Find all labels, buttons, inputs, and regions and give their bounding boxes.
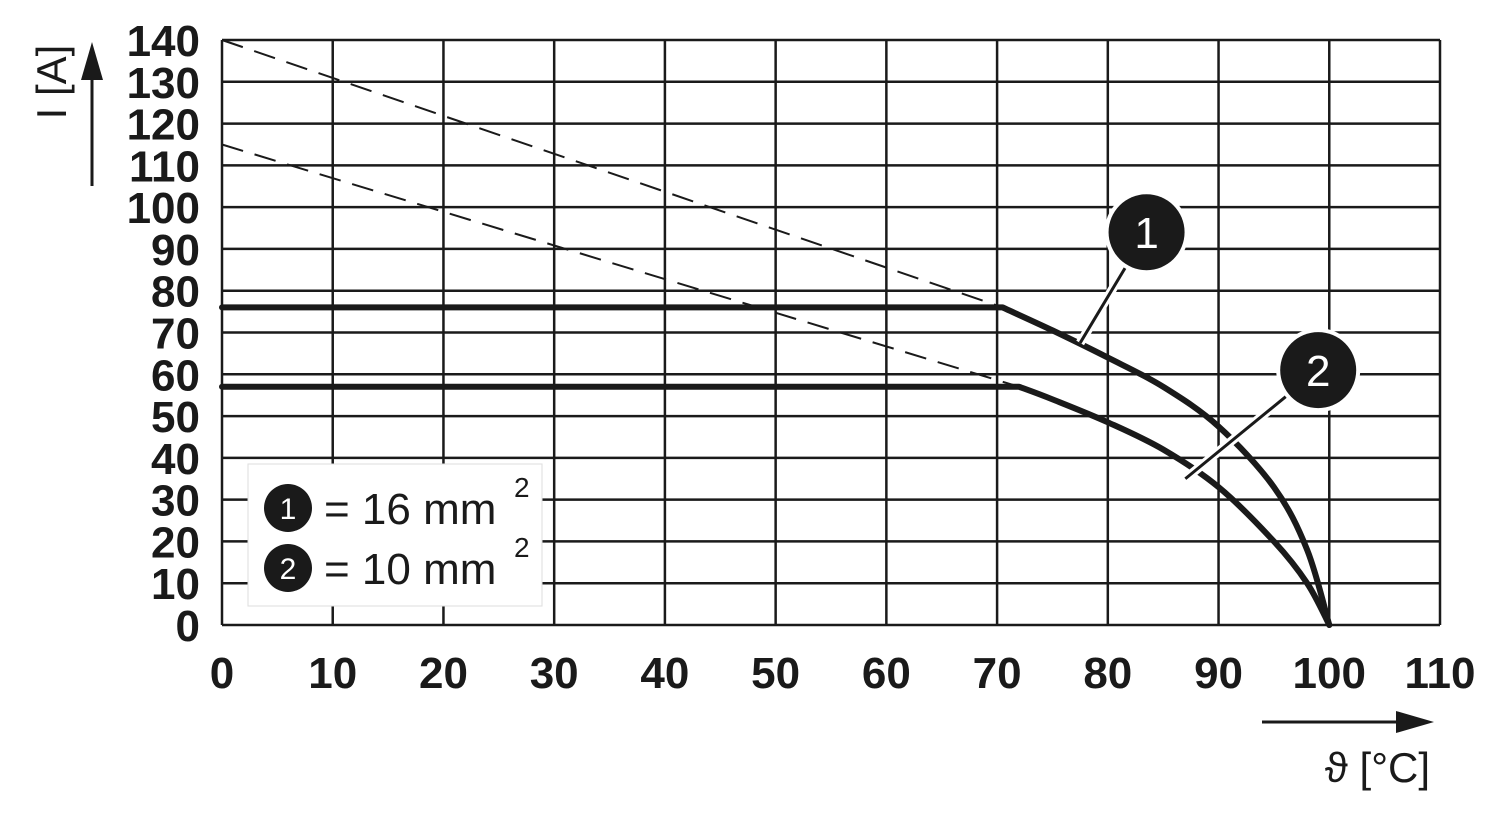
y-tick-label: 90 <box>151 226 200 275</box>
reference-line-1 <box>221 39 1003 309</box>
y-tick-label: 30 <box>151 477 200 526</box>
x-axis-label-group: ϑ [°C] <box>1262 711 1434 791</box>
y-tick-label: 120 <box>127 101 200 150</box>
y-axis-label: I [A] <box>28 45 75 120</box>
legend-marker-2-label: 2 <box>280 553 297 586</box>
x-axis-arrow-head <box>1396 711 1434 733</box>
x-tick-label: 50 <box>751 649 800 698</box>
x-tick-label: 0 <box>210 649 234 698</box>
x-tick-label: 110 <box>1405 649 1476 698</box>
x-tick-label: 60 <box>862 649 911 698</box>
series-line-1 <box>219 304 1333 628</box>
legend-item-2: 2 = 10 mm 2 <box>264 532 530 594</box>
x-tick-label: 100 <box>1293 649 1366 698</box>
annotation-marker-1 <box>1108 194 1185 271</box>
y-tick-label: 140 <box>127 17 200 66</box>
y-tick-label: 50 <box>151 393 200 442</box>
x-tick-labels: 0 10 20 30 40 50 60 70 80 90 100 110 <box>210 649 1476 698</box>
x-tick-label: 30 <box>530 649 579 698</box>
reference-line-2 <box>221 143 1020 388</box>
x-tick-label: 40 <box>640 649 689 698</box>
legend-text-2: = 10 mm <box>324 545 496 594</box>
legend-marker-1 <box>264 484 312 532</box>
y-tick-label: 0 <box>176 602 200 651</box>
y-tick-label: 10 <box>151 560 200 609</box>
legend-sup-2: 2 <box>514 532 530 563</box>
x-tick-label: 20 <box>419 649 468 698</box>
annotation-marker-2 <box>1280 332 1357 409</box>
y-tick-label: 110 <box>129 142 200 191</box>
y-tick-label: 100 <box>127 184 200 233</box>
annotation-pointer-2 <box>1184 394 1289 480</box>
y-axis-label-group: I [A] <box>28 42 103 186</box>
y-tick-label: 80 <box>151 268 200 317</box>
x-tick-label: 70 <box>973 649 1022 698</box>
y-tick-label: 40 <box>151 435 200 484</box>
series-line-2 <box>219 383 1333 628</box>
y-tick-label: 20 <box>151 518 200 567</box>
legend-sup-1: 2 <box>514 472 530 503</box>
legend-marker-1-label: 1 <box>280 493 297 526</box>
series-lines <box>219 304 1333 628</box>
annotation-pointer-1 <box>1078 265 1128 344</box>
legend-marker-2 <box>264 544 312 592</box>
x-tick-label: 90 <box>1194 649 1243 698</box>
y-axis-arrow-head <box>81 42 103 80</box>
x-tick-label: 80 <box>1083 649 1132 698</box>
x-tick-label: 10 <box>308 649 357 698</box>
y-tick-label: 130 <box>127 59 200 108</box>
curve-annotations: 12 <box>1076 190 1361 483</box>
y-tick-label: 60 <box>151 351 200 400</box>
y-tick-label: 70 <box>151 310 200 359</box>
x-axis-label: ϑ [°C] <box>1325 744 1430 791</box>
reference-lines <box>221 39 1020 388</box>
grid <box>220 38 1442 627</box>
legend-text-1: = 16 mm <box>324 485 496 534</box>
annotation-label-1: 1 <box>1134 209 1158 258</box>
legend-item-1: 1 = 16 mm 2 <box>264 472 530 534</box>
legend: 1 = 16 mm 2 2 = 10 mm 2 <box>247 463 543 607</box>
annotation-label-2: 2 <box>1306 347 1330 396</box>
